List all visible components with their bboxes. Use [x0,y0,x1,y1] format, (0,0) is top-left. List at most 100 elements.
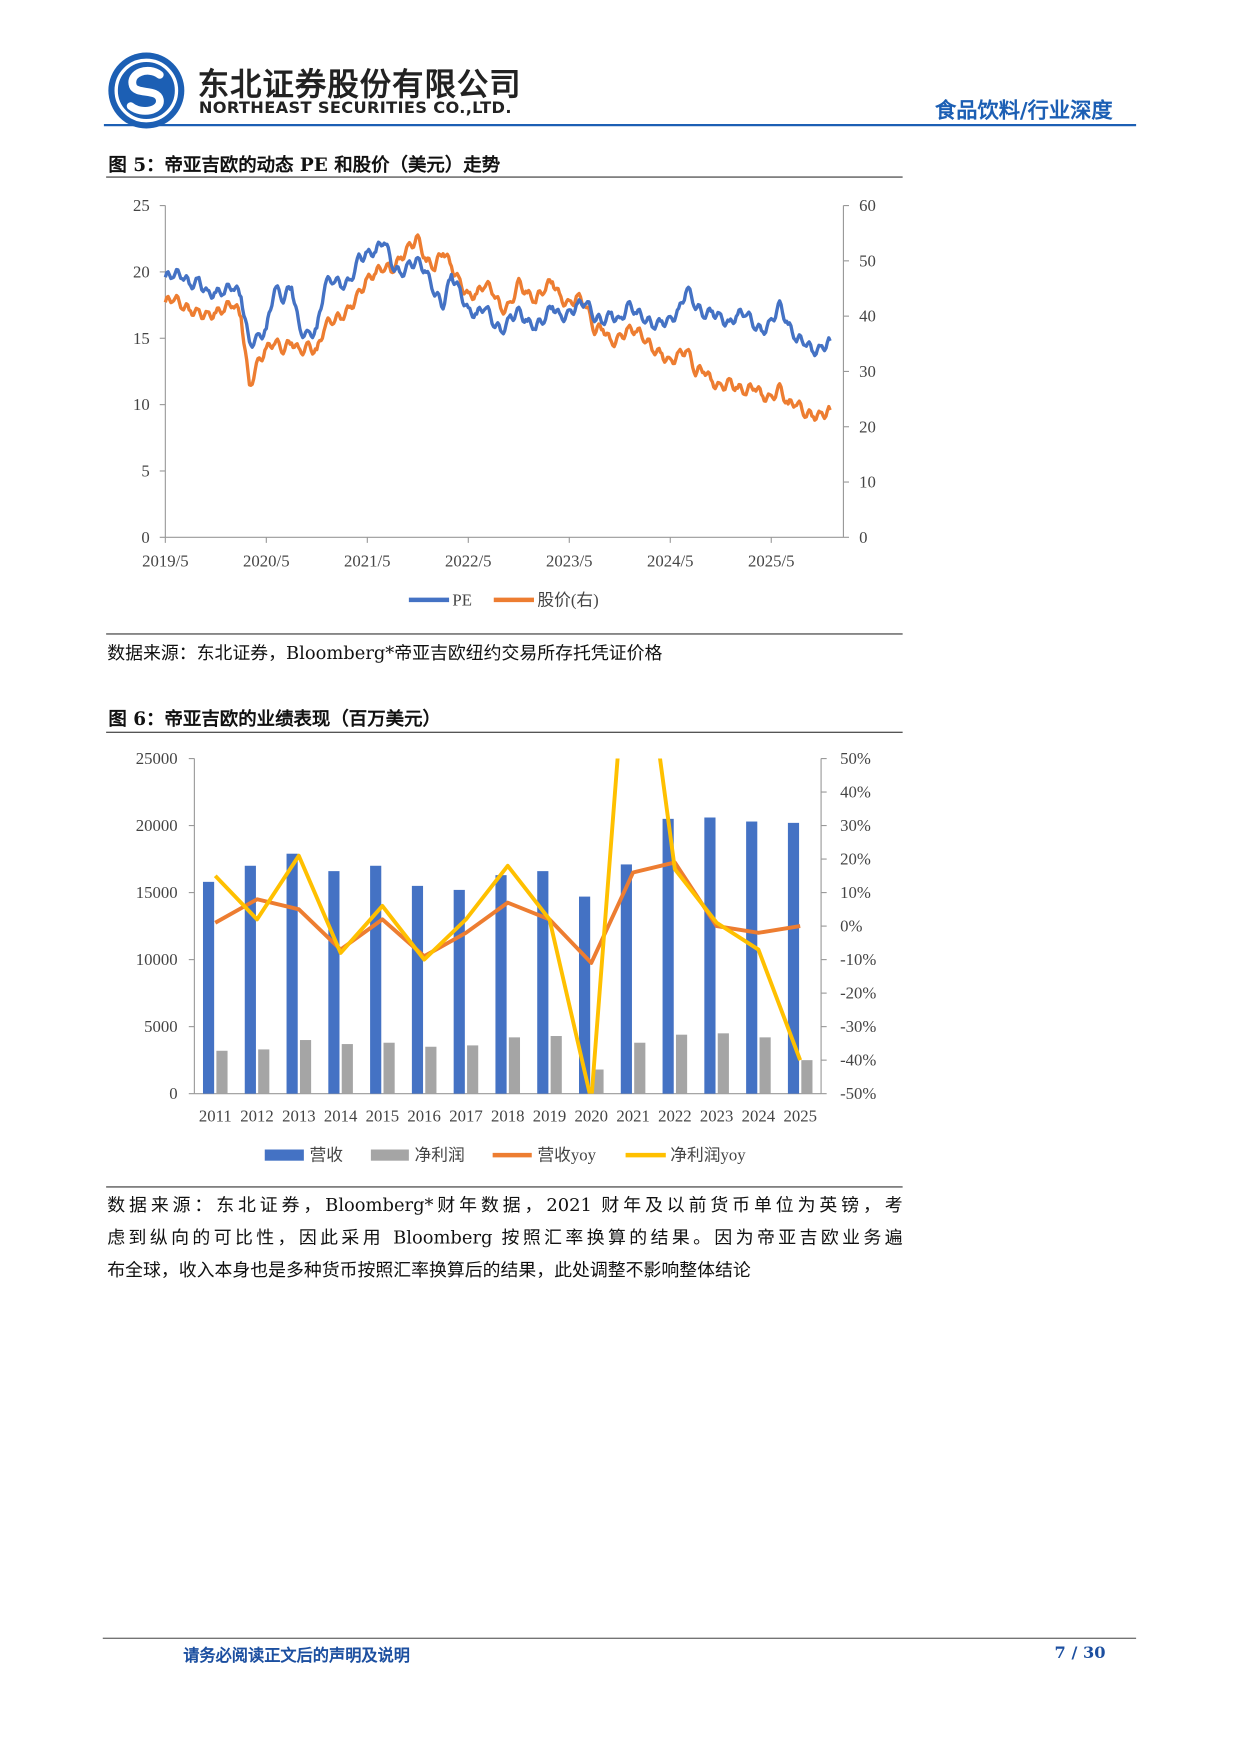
profit-bar [425,1046,437,1094]
legend-revenue-swatch [264,1149,304,1161]
revenue-bar [746,821,758,1094]
figure5-top-rule [106,176,903,178]
profit-bar [675,1034,688,1094]
right-tick-label: 0% [840,917,862,936]
right-tick-label: -10% [840,950,876,969]
right-tick-label: 30 [859,362,876,381]
profit-bar [508,1037,521,1094]
revenue-bar [244,865,256,1094]
x-tick-label: 2023/5 [546,551,593,570]
footer-divider [102,1637,1137,1639]
revenue-bar [202,881,215,1094]
right-tick-label: 20 [859,417,876,436]
figure6-top-rule [106,731,903,733]
x-tick-label: 2019/5 [142,551,189,570]
legend-profit-label: 净利润 [414,1146,464,1165]
right-tick-label: 0 [859,528,867,547]
x-tick-label: 2021 [616,1107,650,1126]
left-tick-label: 25000 [136,749,178,768]
pe-line [163,240,832,358]
report-sector: 食品饮料/行业深度 [935,98,1113,123]
revenue-bar [286,853,298,1094]
right-tick-label: 40% [840,783,871,802]
x-tick-label: 2022/5 [445,551,492,570]
pe-price-chart: 0 5 10 15 20 25 0 10 20 30 40 50 60 2019/5 2020/5 2021/… [133,196,876,609]
profit-bar [216,1050,228,1094]
revenue-bar [787,822,800,1094]
performance-chart: 0 5000 10000 15000 20000 25000 -50% -40% -30% -20… [136,749,877,1165]
company-logo-icon [108,52,185,129]
x-tick-label: 2016 [407,1107,441,1126]
right-tick-label: -50% [840,1084,876,1103]
page-number: 7 / 30 [1054,1643,1106,1663]
x-tick-label: 2021/5 [344,551,391,570]
x-tick-label: 2025/5 [748,551,795,570]
company-name-en: NORTHEAST SECURITIES CO.,LTD. [198,99,512,118]
left-tick-label: 20 [133,262,150,281]
x-tick-label: 2024/5 [647,551,694,570]
profit-bar [341,1044,353,1094]
header-divider [103,124,1137,127]
price-line [163,233,832,422]
x-tick-label: 2017 [449,1107,483,1126]
revenue-bar [620,864,632,1094]
figure6-bottom-rule [106,1186,903,1188]
source-line: 数据来源：东北证券，Bloomberg*财年数据，2021 财年及以前货币单位为… [107,1194,903,1216]
revenue-bar [579,896,591,1094]
left-tick-label: 0 [141,528,149,547]
revenue-bar [453,889,465,1094]
x-tick-label: 2018 [491,1107,525,1126]
revenue-bar [370,865,382,1094]
x-tick-label: 2019 [533,1107,567,1126]
x-tick-label: 2024 [742,1107,776,1126]
right-tick-label: 10 [859,473,876,492]
left-tick-label: 5 [141,462,149,481]
revenue-bar [537,871,549,1094]
revenue-bar [704,817,716,1094]
right-tick-label: -30% [840,1017,876,1036]
source-line: 布全球，收入本身也是多种货币按照汇率换算后的结果，此处调整不影响整体结论 [107,1258,751,1281]
figure5-source: 数据来源：东北证券，Bloomberg*帝亚吉欧纽约交易所存托凭证价格 [107,642,663,664]
x-tick-label: 2020/5 [243,551,290,570]
left-tick-label: 25 [133,196,150,215]
figure5-title: 图 5：帝亚吉欧的动态 PE 和股价（美元）走势 [108,154,501,176]
revenue-bar [328,871,340,1094]
left-tick-label: 10000 [136,950,178,969]
left-tick-label: 0 [169,1084,177,1103]
profit-bar [717,1033,729,1094]
legend-revenue-yoy-label: 营收yoy [537,1146,596,1165]
x-tick-label: 2015 [366,1107,400,1126]
left-tick-label: 10 [133,395,150,414]
source-line: 虑到纵向的可比性，因此采用 Bloomberg 按照汇率换算的结果。因为帝亚吉欧… [107,1226,903,1248]
legend-price-label: 股价(右) [537,590,598,609]
right-tick-label: 60 [859,196,876,215]
x-tick-label: 2022 [658,1107,692,1126]
profit-yoy-line [213,758,803,1094]
left-tick-label: 15 [133,329,150,348]
profit-bar [759,1037,771,1094]
x-tick-label: 2011 [199,1107,232,1126]
right-tick-label: -40% [840,1051,876,1070]
profit-bar [299,1040,312,1094]
profit-bar [550,1036,562,1094]
x-tick-label: 2023 [700,1107,734,1126]
x-tick-label: 2025 [783,1107,817,1126]
figure5-bottom-rule [106,633,903,635]
profit-bar [592,1069,604,1094]
x-tick-label: 2020 [575,1107,609,1126]
legend-revenue-label: 营收 [309,1146,343,1165]
right-tick-label: 20% [840,850,871,869]
right-tick-label: 50 [859,251,876,270]
legend-profit-swatch [370,1149,409,1161]
figure6-source: 数据来源：东北证券，Bloomberg*财年数据，2021 财年及以前货币单位为… [107,1189,902,1286]
company-name-cn: 东北证券股份有限公司 [197,65,522,103]
revenue-bar [411,885,424,1094]
profit-bar [258,1049,270,1094]
legend-pe-label: PE [452,590,472,609]
right-tick-label: 40 [859,307,876,326]
left-tick-label: 5000 [144,1017,178,1036]
profit-bar [383,1042,395,1094]
right-tick-label: 30% [840,816,871,835]
revenue-bar [662,818,674,1094]
